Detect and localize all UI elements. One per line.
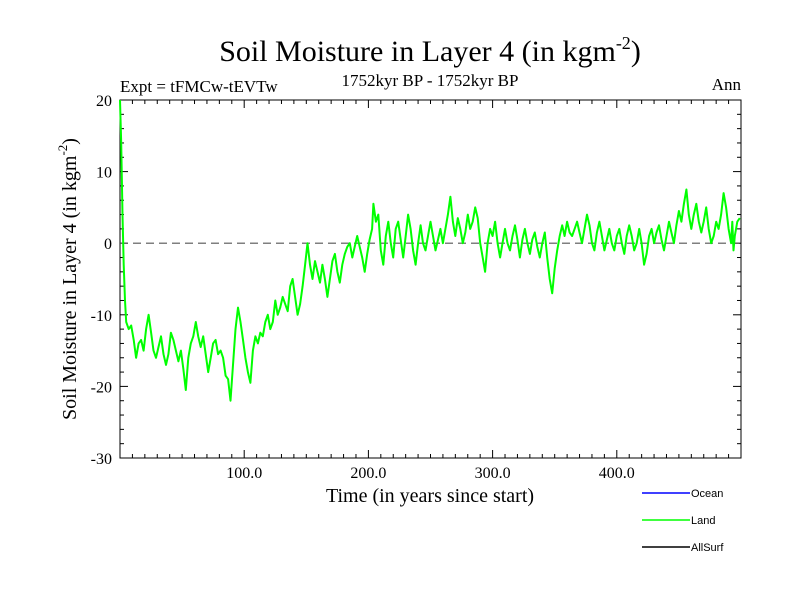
y-tick-label: -10 (91, 308, 112, 325)
experiment-label: Expt = tFMCw-tEVTw (120, 77, 278, 96)
series-line-land (119, 99, 741, 402)
legend-label-land: Land (691, 515, 715, 527)
season-label: Ann (712, 75, 742, 94)
y-tick-label: -20 (91, 379, 112, 396)
legend-label-allsurf: AllSurf (691, 542, 724, 554)
period-label: 1752kyr BP - 1752kyr BP (342, 71, 519, 90)
series-group (119, 99, 741, 402)
y-axis-label: Soil Moisture in Layer 4 (in kgm-2) (55, 138, 81, 420)
x-axis-label: Time (in years since start) (326, 485, 534, 507)
x-tick-label: 400.0 (599, 465, 635, 482)
legend-label-ocean: Ocean (691, 488, 723, 500)
plot-frame (119, 99, 742, 459)
chart-title: Soil Moisture in Layer 4 (in kgm-2) (219, 33, 641, 68)
x-tick-label: 300.0 (475, 465, 511, 482)
y-tick-label: -30 (91, 451, 112, 468)
y-tick-label: 0 (104, 236, 112, 253)
x-axis: 100.0 200.0 300.0 400.0 (131, 100, 730, 482)
x-tick-label: 100.0 (226, 465, 262, 482)
y-tick-label: 20 (96, 93, 112, 110)
y-tick-label: 10 (96, 165, 112, 182)
x-tick-label: 200.0 (350, 465, 386, 482)
y-axis: 20 10 0 -10 -20 -30 (91, 93, 741, 468)
legend: Ocean Land AllSurf (642, 488, 724, 554)
